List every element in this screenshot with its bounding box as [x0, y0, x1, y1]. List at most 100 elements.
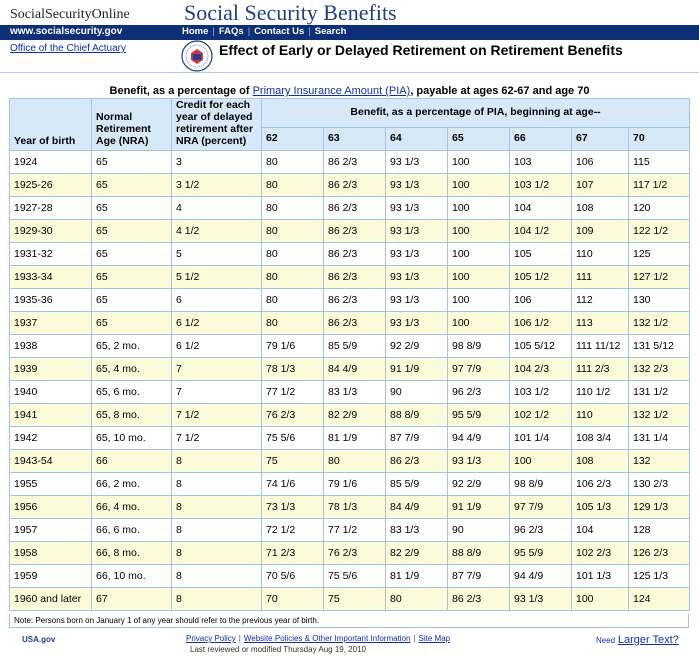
table-cell: 110: [571, 403, 629, 427]
usa-gov-logo[interactable]: USA.gov: [22, 635, 56, 644]
table-cell: 1929-30: [9, 219, 92, 243]
table-cell: 4: [171, 196, 262, 220]
table-cell: 3 1/2: [171, 173, 262, 197]
table-cell: 8: [171, 495, 262, 519]
benefits-table: Year of birth Normal Retirement Age (NRA…: [9, 98, 691, 611]
table-cell: 1958: [9, 541, 92, 565]
page-footer: USA.gov Privacy Policy | Website Policies …: [0, 631, 699, 658]
table-cell: 86 2/3: [323, 265, 386, 289]
pia-link[interactable]: Primary Insurance Amount (PIA): [252, 85, 411, 97]
nav-home[interactable]: Home: [182, 26, 209, 37]
table-cell: 79 1/6: [323, 472, 386, 496]
header-age: 63: [323, 127, 386, 151]
table-cell: 70: [261, 587, 324, 611]
table-cell: 1938: [9, 334, 92, 358]
table-cell: 1940: [9, 380, 92, 404]
table-cell: 80: [261, 173, 324, 197]
table-cell: 125 1/3: [627, 564, 691, 588]
larger-text-need: Need: [596, 636, 616, 645]
table-cell: 83 1/3: [323, 380, 386, 404]
ssa-seal-icon: [181, 40, 213, 72]
table-cell: 100: [447, 173, 510, 197]
table-cell: 74 1/6: [261, 472, 324, 496]
table-cell: 4 1/2: [171, 219, 262, 243]
table-cell: 1927-28: [9, 196, 92, 220]
table-cell: 100: [447, 311, 510, 335]
table-cell: 100: [447, 288, 510, 312]
table-cell: 1935-36: [9, 288, 92, 312]
table-cell: 80: [261, 219, 324, 243]
site-title: Social Security Benefits: [184, 0, 397, 25]
table-cell: 97 7/9: [447, 357, 510, 381]
nav-search[interactable]: Search: [314, 26, 347, 37]
table-cell: 8: [171, 587, 262, 611]
page-header: SocialSecurityOnline Social Security Ben…: [0, 0, 699, 74]
table-cell: 77 1/2: [323, 518, 386, 542]
table-cell: 104: [509, 196, 572, 220]
table-cell: 122 1/2: [627, 219, 691, 243]
table-cell: 65, 10 mo.: [91, 426, 172, 450]
table-cell: 104 2/3: [509, 357, 572, 381]
table-note: Note: Persons born on January 1 of any y…: [9, 614, 689, 628]
larger-text-label[interactable]: Larger Text?: [617, 634, 679, 646]
table-caption: Benefit, as a percentage of Primary Insu…: [0, 85, 699, 97]
table-cell: 107: [571, 173, 629, 197]
table-cell: 130 2/3: [627, 472, 691, 496]
table-cell: 1957: [9, 518, 92, 542]
table-cell: 1933-34: [9, 265, 92, 289]
table-cell: 65: [91, 311, 172, 335]
table-cell: 73 1/3: [261, 495, 324, 519]
table-cell: 65, 2 mo.: [91, 334, 172, 358]
table-cell: 96 2/3: [447, 380, 510, 404]
table-cell: 65, 6 mo.: [91, 380, 172, 404]
footer-privacy-link[interactable]: Privacy Policy: [186, 634, 236, 643]
larger-text-link[interactable]: Need Larger Text?: [596, 634, 679, 646]
table-cell: 5: [171, 242, 262, 266]
table-cell: 7: [171, 380, 262, 404]
table-cell: 65, 4 mo.: [91, 357, 172, 381]
table-cell: 126 2/3: [627, 541, 691, 565]
table-cell: 86 2/3: [323, 288, 386, 312]
table-cell: 106: [571, 150, 629, 174]
table-cell: 97 7/9: [509, 495, 572, 519]
table-cell: 102 1/2: [509, 403, 572, 427]
table-cell: 66, 4 mo.: [91, 495, 172, 519]
table-cell: 105 1/3: [571, 495, 629, 519]
table-cell: 100: [447, 265, 510, 289]
table-cell: 82 2/9: [385, 541, 448, 565]
nav-contact-us[interactable]: Contact Us: [254, 26, 305, 37]
table-cell: 105: [509, 242, 572, 266]
footer-links: Privacy Policy | Website Policies & Other …: [186, 634, 450, 643]
nav-faqs[interactable]: FAQs: [218, 26, 244, 37]
table-row: 1940 65, 6 mo. 7 77 1/2 83 1/3 90 96 2/3 103 1/…: [9, 380, 691, 404]
footer-sitemap-link[interactable]: Site Map: [418, 634, 451, 643]
table-cell: 1960 and later: [9, 587, 92, 611]
table-cell: 82 2/9: [323, 403, 386, 427]
table-cell: 112: [571, 288, 629, 312]
table-cell: 80: [261, 242, 324, 266]
table-row: 1943-54 66 8 75 80 86 2/3 93 1/3 100 108 132: [9, 449, 691, 473]
table-cell: 131 5/12: [627, 334, 691, 358]
table-cell: 106 2/3: [571, 472, 629, 496]
header-age: 67: [571, 127, 629, 151]
table-row: 1925-26 65 3 1/2 80 86 2/3 93 1/3 100 103 1/2 10…: [9, 173, 691, 197]
footer-policies-link[interactable]: Website Policies & Other Important Infor…: [243, 634, 411, 643]
table-row: 1938 65, 2 mo. 6 1/2 79 1/6 85 5/9 92 2/9 98 8…: [9, 334, 691, 358]
table-cell: 8: [171, 564, 262, 588]
table-cell: 1956: [9, 495, 92, 519]
table-cell: 1959: [9, 564, 92, 588]
table-cell: 105 5/12: [509, 334, 572, 358]
table-cell: 124: [627, 587, 691, 611]
table-cell: 94 4/9: [509, 564, 572, 588]
table-cell: 130: [627, 288, 691, 312]
site-brand[interactable]: SocialSecurityOnline: [10, 7, 130, 22]
table-cell: 108 3/4: [571, 426, 629, 450]
table-cell: 93 1/3: [385, 173, 448, 197]
table-cell: 127 1/2: [627, 265, 691, 289]
table-cell: 77 1/2: [261, 380, 324, 404]
site-url[interactable]: www.socialsecurity.gov: [10, 26, 123, 37]
table-cell: 132 2/3: [627, 357, 691, 381]
table-cell: 93 1/3: [385, 311, 448, 335]
table-cell: 6 1/2: [171, 311, 262, 335]
office-link[interactable]: Office of the Chief Actuary: [10, 43, 126, 54]
